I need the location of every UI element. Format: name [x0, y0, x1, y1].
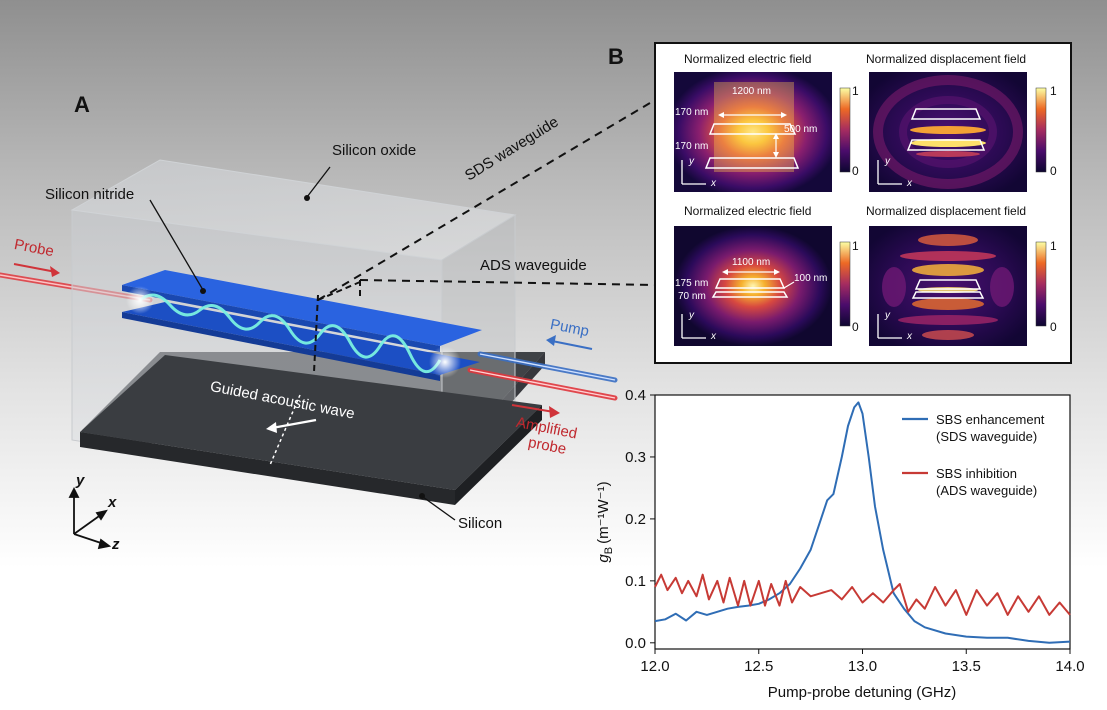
nitride-lower-strip [122, 302, 480, 375]
y-tick-label: 0.0 [625, 635, 646, 652]
colorbar-bottom-right [1035, 241, 1047, 327]
b-bottom-thickness-top: 175 nm [675, 278, 709, 289]
panel-a-letter: A [74, 92, 90, 117]
cb-bl-min: 0 [852, 320, 859, 334]
b-top-thickness-bottom: 170 nm [675, 141, 709, 152]
cb-tr-max: 1 [1050, 84, 1057, 98]
ads-waveguide-label: ADS waveguide [480, 257, 587, 274]
b-tl-x: x [711, 178, 716, 189]
panel-a-illustration [0, 99, 656, 550]
b-top-electric-title: Normalized electric field [684, 52, 812, 66]
cb-tr-min: 0 [1050, 164, 1057, 178]
sds-electric-field-map [674, 72, 832, 192]
series-line-sds [654, 401, 1071, 644]
guided-optical-wave [139, 293, 442, 373]
axis-x-label: x [108, 494, 117, 511]
ads-leader-line [359, 279, 656, 286]
b-tr-x: x [907, 178, 912, 189]
ads-electric-field-map [674, 226, 832, 346]
legend-label: SBS enhancement [936, 412, 1045, 427]
panel-c-chart: 12.0 12.5 13.0 13.5 14.0 0.0 0.1 0.2 0.3 0.4 SBS … [595, 387, 1085, 701]
sds-leader-line [317, 99, 656, 301]
panel-b-letter: B [608, 44, 624, 69]
pump-arrow [546, 335, 556, 346]
legend-label: (ADS waveguide) [936, 483, 1037, 498]
cb-br-max: 1 [1050, 239, 1057, 253]
b-top-displacement-title: Normalized displacement field [866, 52, 1027, 66]
b-br-y: y [885, 310, 890, 321]
b-top-width-label: 1200 nm [732, 86, 771, 97]
x-tick-label: 13.5 [952, 658, 981, 675]
x-tick-label: 13.0 [848, 658, 877, 675]
x-tick-label: 14.0 [1055, 658, 1084, 675]
colorbar-top-left [839, 87, 851, 173]
cb-tl-max: 1 [852, 84, 859, 98]
y-tick-label: 0.2 [625, 511, 646, 528]
axis-y-label: y [76, 472, 85, 489]
b-br-x: x [907, 331, 912, 342]
axes-triad [68, 486, 112, 550]
silicon-label: Silicon [458, 515, 503, 532]
amplified-probe-arrow [549, 406, 560, 418]
colorbar-top-right [1035, 87, 1047, 173]
b-top-gap-label: 500 nm [784, 124, 818, 135]
b-tl-y: y [689, 156, 694, 167]
acoustic-wave-arrow [266, 422, 277, 433]
y-tick-label: 0.3 [625, 449, 646, 466]
cb-tl-min: 0 [852, 164, 859, 178]
nitride-upper-strip [122, 270, 482, 346]
y-tick-label: 0.1 [625, 573, 646, 590]
b-bottom-gap-label: 100 nm [794, 273, 828, 284]
chart-xlabel: Pump-probe detuning (GHz) [768, 684, 956, 701]
b-bl-y: y [689, 310, 694, 321]
probe-arrow [50, 266, 60, 277]
b-bottom-thickness-bottom: 70 nm [678, 291, 706, 302]
chart-plot-area [654, 394, 1071, 650]
chart-ylabel: gB(m⁻¹W⁻¹) [595, 481, 615, 562]
b-bl-x: x [711, 331, 716, 342]
b-bottom-electric-title: Normalized electric field [684, 204, 812, 218]
axis-z-label: z [112, 536, 120, 553]
cb-br-min: 0 [1050, 320, 1057, 334]
x-tick-label: 12.5 [744, 658, 773, 675]
svg-text:gB(m⁻¹W⁻¹): gB(m⁻¹W⁻¹) [595, 481, 615, 562]
silicon-oxide-label: Silicon oxide [332, 142, 417, 159]
legend-label: SBS inhibition [936, 466, 1017, 481]
cb-bl-max: 1 [852, 239, 859, 253]
x-tick-label: 12.0 [640, 658, 669, 675]
y-tick-label: 0.4 [625, 387, 646, 404]
b-bottom-displacement-title: Normalized displacement field [866, 204, 1027, 218]
colorbar-bottom-left [839, 241, 851, 327]
panel-b-maps [674, 72, 1047, 346]
series-line-ads [654, 573, 1071, 616]
b-tr-y: y [885, 156, 890, 167]
b-bottom-width-label: 1100 nm [732, 257, 771, 268]
b-top-thickness-top: 170 nm [675, 107, 709, 118]
legend-label: (SDS waveguide) [936, 429, 1037, 444]
silicon-nitride-label: Silicon nitride [45, 186, 135, 203]
silicon-slab [80, 355, 542, 490]
